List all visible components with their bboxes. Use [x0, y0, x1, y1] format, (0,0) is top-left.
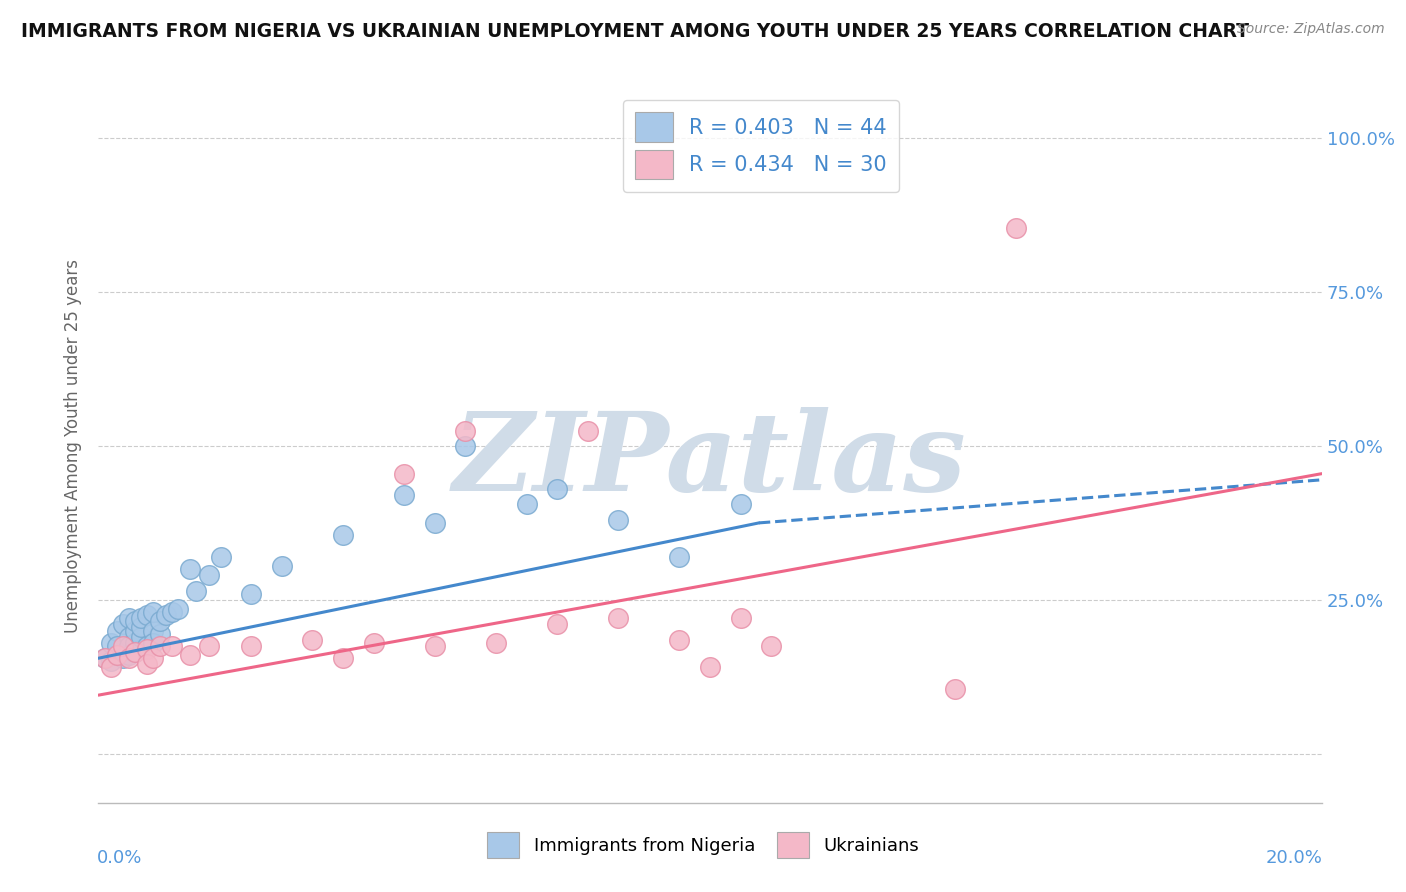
Point: [118, 651, 141, 665]
Legend: Immigrants from Nigeria, Ukrainians: Immigrants from Nigeria, Ukrainians: [479, 825, 927, 865]
Point: [136, 642, 159, 657]
Point: [197, 639, 219, 653]
Point: [167, 602, 190, 616]
Point: [100, 654, 122, 668]
Point: [301, 632, 323, 647]
Point: [142, 624, 165, 638]
Point: [186, 583, 208, 598]
Point: [392, 488, 416, 502]
Point: [179, 562, 201, 576]
Point: [136, 657, 159, 672]
Point: [454, 439, 477, 453]
Point: [363, 636, 385, 650]
Point: [124, 615, 146, 629]
Point: [124, 624, 146, 638]
Point: [118, 630, 141, 644]
Y-axis label: Unemployment Among Youth under 25 years: Unemployment Among Youth under 25 years: [65, 259, 83, 633]
Point: [454, 424, 477, 438]
Point: [100, 660, 122, 674]
Point: [118, 648, 141, 662]
Point: [149, 639, 172, 653]
Point: [423, 639, 446, 653]
Point: [129, 620, 152, 634]
Point: [105, 648, 128, 662]
Point: [332, 651, 354, 665]
Point: [129, 611, 152, 625]
Text: 0.0%: 0.0%: [97, 849, 142, 867]
Point: [699, 660, 721, 674]
Point: [270, 558, 292, 573]
Point: [546, 482, 568, 496]
Point: [607, 611, 630, 625]
Point: [142, 636, 165, 650]
Point: [943, 681, 966, 696]
Point: [155, 608, 177, 623]
Point: [576, 424, 599, 438]
Point: [149, 626, 172, 640]
Point: [160, 639, 183, 653]
Point: [129, 630, 152, 644]
Point: [93, 651, 115, 665]
Point: [179, 648, 201, 662]
Point: [111, 639, 134, 653]
Point: [332, 528, 354, 542]
Point: [136, 639, 159, 653]
Point: [105, 639, 128, 653]
Point: [105, 624, 128, 638]
Point: [93, 651, 115, 665]
Point: [111, 651, 134, 665]
Point: [392, 467, 416, 481]
Point: [111, 617, 134, 632]
Point: [546, 617, 568, 632]
Point: [136, 608, 159, 623]
Point: [197, 568, 219, 582]
Point: [149, 615, 172, 629]
Point: [485, 636, 508, 650]
Point: [142, 651, 165, 665]
Point: [142, 605, 165, 619]
Point: [118, 639, 141, 653]
Point: [124, 636, 146, 650]
Point: [423, 516, 446, 530]
Point: [240, 587, 263, 601]
Point: [105, 648, 128, 662]
Point: [100, 636, 122, 650]
Text: Source: ZipAtlas.com: Source: ZipAtlas.com: [1237, 22, 1385, 37]
Point: [668, 549, 690, 564]
Point: [160, 605, 183, 619]
Point: [668, 632, 690, 647]
Legend: R = 0.403   N = 44, R = 0.434   N = 30: R = 0.403 N = 44, R = 0.434 N = 30: [623, 100, 900, 192]
Point: [124, 645, 146, 659]
Text: ZIPatlas: ZIPatlas: [453, 407, 967, 514]
Text: IMMIGRANTS FROM NIGERIA VS UKRAINIAN UNEMPLOYMENT AMONG YOUTH UNDER 25 YEARS COR: IMMIGRANTS FROM NIGERIA VS UKRAINIAN UNE…: [21, 22, 1249, 41]
Point: [730, 611, 752, 625]
Point: [516, 498, 538, 512]
Point: [240, 639, 263, 653]
Point: [118, 611, 141, 625]
Point: [607, 513, 630, 527]
Point: [1004, 220, 1026, 235]
Point: [209, 549, 232, 564]
Point: [730, 498, 752, 512]
Point: [124, 645, 146, 659]
Point: [759, 639, 782, 653]
Text: 20.0%: 20.0%: [1265, 849, 1323, 867]
